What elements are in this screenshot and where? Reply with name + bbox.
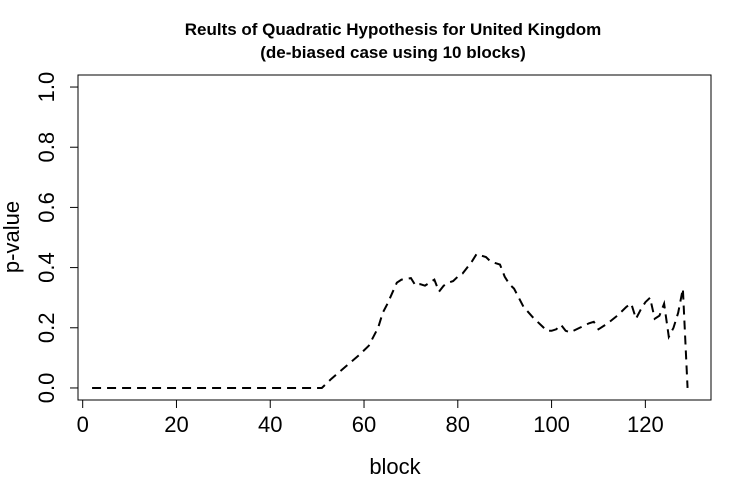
x-tick-label: 80 — [446, 412, 470, 437]
y-tick-label: 0.0 — [34, 373, 59, 404]
chart-subtitle: (de-biased case using 10 blocks) — [260, 43, 525, 62]
x-axis: 0 20 40 60 80 100 120 — [77, 399, 664, 437]
plot-frame — [77, 74, 712, 401]
chart-title: Reults of Quadratic Hypothesis for Unite… — [185, 20, 602, 39]
y-tick-label: 0.4 — [34, 252, 59, 283]
y-tick-label: 0.2 — [34, 312, 59, 343]
y-axis-label: p-value — [0, 201, 24, 273]
y-tick-label: 0.8 — [34, 132, 59, 163]
p-value-series-line — [92, 252, 689, 389]
x-tick-label: 0 — [77, 412, 89, 437]
y-axis: 0.0 0.2 0.4 0.6 0.8 1.0 — [34, 72, 79, 404]
x-tick-label: 100 — [533, 412, 570, 437]
x-tick-label: 40 — [258, 412, 282, 437]
x-tick-label: 120 — [627, 412, 664, 437]
x-tick-label: 20 — [164, 412, 188, 437]
x-tick-label: 60 — [352, 412, 376, 437]
y-tick-label: 1.0 — [34, 72, 59, 103]
x-axis-label: block — [369, 454, 421, 479]
y-tick-label: 0.6 — [34, 192, 59, 223]
